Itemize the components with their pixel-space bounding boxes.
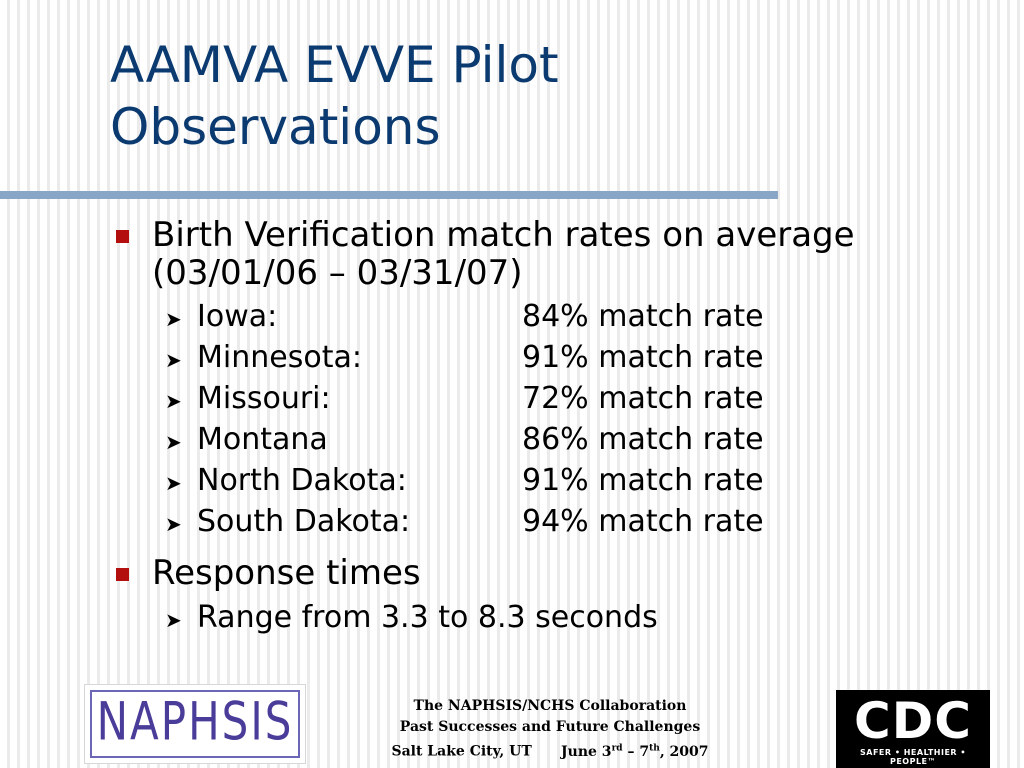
chevron-right-icon: ➤: [165, 430, 182, 454]
slide-title-line1: AAMVA EVVE Pilot: [110, 36, 559, 94]
bullet-text: Birth Verification match rates on averag…: [152, 215, 855, 255]
naphsis-logo: NAPHSIS: [84, 684, 306, 764]
match-rate: 84% match rate: [522, 299, 764, 334]
match-rate: 91% match rate: [522, 463, 764, 498]
list-item: ➤ Range from 3.3 to 8.3 seconds: [165, 600, 658, 636]
state-name: Missouri:: [197, 381, 331, 416]
slide-title-line2: Observations: [110, 98, 441, 156]
sub-bullet-text: Range from 3.3 to 8.3 seconds: [197, 600, 658, 635]
footer-line-3: Salt Lake City, UT June 3rd – 7th, 2007: [380, 738, 720, 763]
match-rate: 91% match rate: [522, 340, 764, 375]
list-item: ➤ North Dakota: 91% match rate: [165, 463, 764, 499]
logo-frame: [90, 690, 300, 758]
match-rate: 86% match rate: [522, 422, 764, 457]
chevron-right-icon: ➤: [165, 389, 182, 413]
state-name: Montana: [197, 422, 328, 457]
state-name: Iowa:: [197, 299, 278, 334]
list-item: ➤ Minnesota: 91% match rate: [165, 340, 764, 376]
state-name: North Dakota:: [197, 463, 407, 498]
cdc-logo-text: CDC: [854, 692, 972, 750]
list-item: ➤ Montana 86% match rate: [165, 422, 764, 458]
square-bullet-icon: [116, 568, 129, 581]
footer-date-sup: rd: [611, 743, 623, 753]
chevron-right-icon: ➤: [165, 348, 182, 372]
cdc-tagline: SAFER • HEALTHIER • PEOPLE™: [859, 748, 966, 766]
list-item: ➤ South Dakota: 94% match rate: [165, 504, 764, 540]
chevron-right-icon: ➤: [165, 608, 182, 632]
chevron-right-icon: ➤: [165, 512, 182, 536]
chevron-right-icon: ➤: [165, 471, 182, 495]
slide-title: AAMVA EVVE Pilot Observations: [110, 34, 559, 158]
footer-date-sup: th: [649, 743, 660, 753]
footer-date-year: , 2007: [659, 743, 709, 760]
footer-line-1: The NAPHSIS/NCHS Collaboration: [413, 698, 687, 714]
naphsis-logo-text: NAPHSIS: [96, 690, 294, 753]
footer-date-start: June 3: [561, 743, 612, 760]
bullet-item: Birth Verification match rates on averag…: [116, 215, 855, 255]
state-name: South Dakota:: [197, 504, 411, 539]
bullet-text: Response times: [152, 553, 421, 593]
title-divider: [0, 191, 778, 199]
list-item: ➤ Iowa: 84% match rate: [165, 299, 764, 335]
footer-place: Salt Lake City, UT: [391, 743, 532, 760]
bullet-date-range: (03/01/06 – 03/31/07): [152, 253, 523, 293]
match-rate: 94% match rate: [522, 504, 764, 539]
cdc-logo: CDC SAFER • HEALTHIER • PEOPLE™: [836, 690, 990, 768]
bullet-item: Response times: [116, 553, 421, 593]
bullet-continuation: (03/01/06 – 03/31/07): [152, 254, 523, 292]
state-name: Minnesota:: [197, 340, 362, 375]
square-bullet-icon: [116, 230, 129, 243]
footer-date-end: – 7: [622, 743, 650, 760]
footer-line-2: Past Successes and Future Challenges: [399, 719, 701, 735]
list-item: ➤ Missouri: 72% match rate: [165, 381, 764, 417]
footer-caption: The NAPHSIS/NCHS Collaboration Past Succ…: [380, 696, 720, 763]
footer-date: June 3rd – 7th, 2007: [561, 743, 709, 760]
match-rate: 72% match rate: [522, 381, 764, 416]
chevron-right-icon: ➤: [165, 307, 182, 331]
